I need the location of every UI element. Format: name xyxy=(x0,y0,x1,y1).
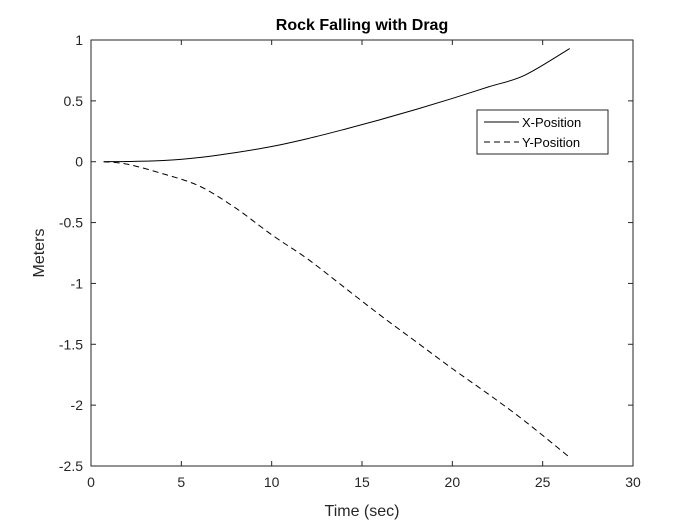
plot-area-frame xyxy=(90,39,634,467)
y-axis-label: Meters xyxy=(31,229,48,278)
y-tick-label: -2.5 xyxy=(59,458,83,474)
chart-title: Rock Falling with Drag xyxy=(276,17,448,34)
x-tick-label: 0 xyxy=(87,474,95,490)
y-tick-label: 1 xyxy=(75,32,83,48)
ticks-group: 0 5 10 15 20 25 30 -2.5 -2 -1.5 -1 -0.5 0 0.5 1 xyxy=(59,32,641,490)
x-tick-label: 20 xyxy=(445,474,461,490)
y-tick-label: -2 xyxy=(71,397,84,413)
y-tick-label: -1 xyxy=(71,275,84,291)
x-tick-label: 15 xyxy=(354,474,370,490)
y-tick-label: -1.5 xyxy=(59,336,83,352)
y-tick-label: 0.5 xyxy=(64,93,84,109)
x-tick-label: 5 xyxy=(177,474,185,490)
y-tick-label: 0 xyxy=(75,154,83,170)
series-line-x-position xyxy=(103,48,571,163)
legend-entry-label: Y-Position xyxy=(522,135,580,150)
x-axis-label: Time (sec) xyxy=(325,503,400,520)
series-group xyxy=(103,48,571,458)
x-tick-label: 25 xyxy=(535,474,551,490)
axes-box xyxy=(90,39,634,467)
series-line-y-position xyxy=(103,161,571,458)
y-tick-label: -0.5 xyxy=(59,215,83,231)
legend-entry-label: X-Position xyxy=(522,115,581,130)
x-tick-label: 30 xyxy=(625,474,641,490)
legend: X-Position Y-Position xyxy=(476,109,609,155)
legend-box xyxy=(476,109,609,155)
x-tick-label: 10 xyxy=(264,474,280,490)
